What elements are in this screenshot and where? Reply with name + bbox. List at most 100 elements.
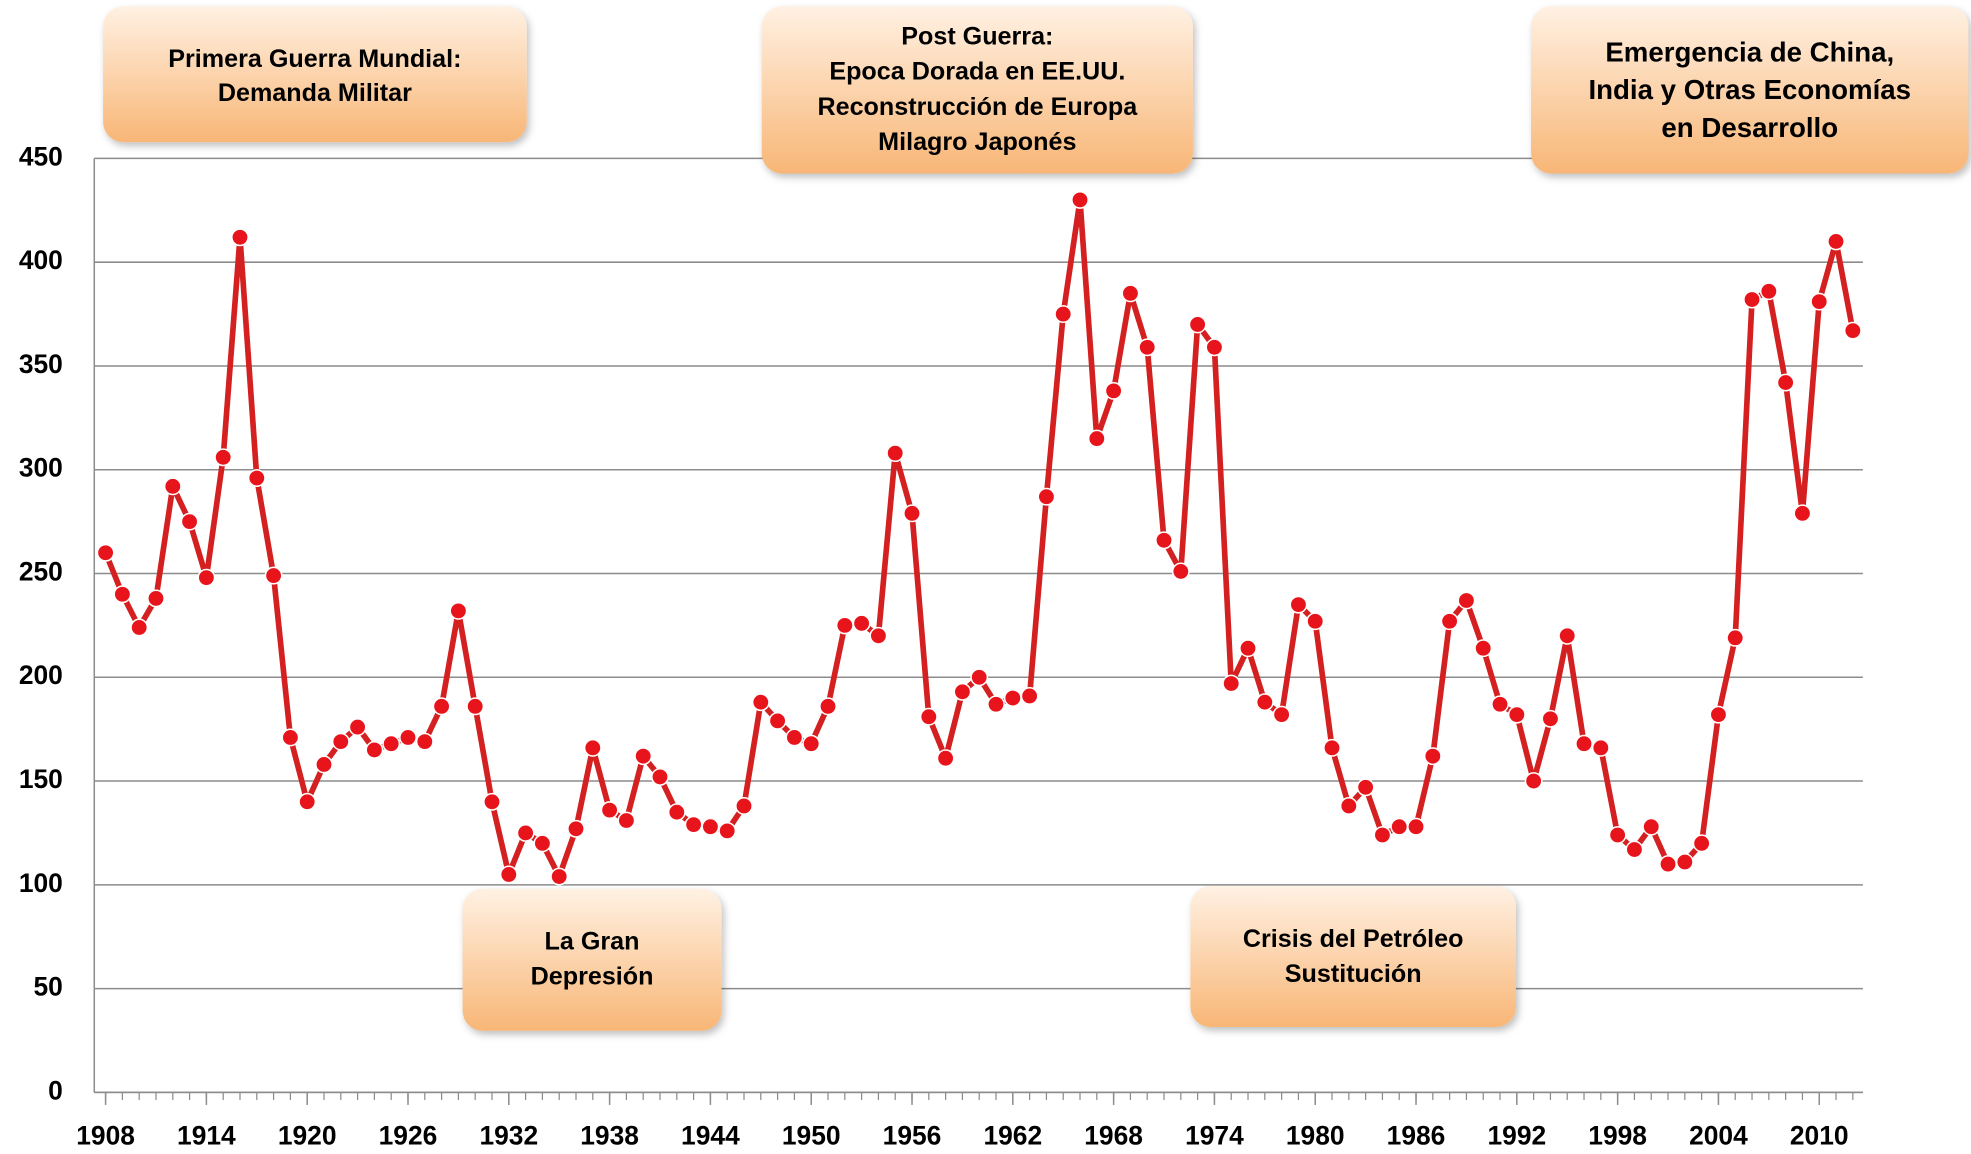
data-point [869, 626, 888, 645]
data-point [1390, 817, 1409, 836]
data-point [1121, 284, 1140, 303]
data-point [1171, 562, 1190, 581]
data-point [718, 821, 737, 840]
y-tick-label: 350 [19, 349, 63, 379]
data-point [1423, 747, 1442, 766]
data-point [1306, 612, 1325, 631]
annotation-text: Reconstrucción de Europa [817, 93, 1138, 121]
data-point [1407, 817, 1425, 836]
y-tick-label: 150 [19, 764, 63, 794]
data-point [331, 732, 350, 751]
annotation-text: Primera Guerra Mundial: [168, 45, 461, 73]
annotation: Primera Guerra Mundial: Demanda Militar [103, 6, 527, 143]
annotation-text: India y Otras Economías [1588, 74, 1911, 105]
data-point [1071, 190, 1089, 209]
data-point [1642, 817, 1661, 836]
annotation-text: Sustitución [1285, 960, 1422, 988]
data-point [483, 792, 501, 811]
data-point [953, 682, 972, 701]
data-point [1003, 689, 1022, 707]
data-point [1474, 639, 1493, 658]
data-point [247, 469, 266, 487]
data-point [835, 616, 854, 635]
annotation-text: La Gran [545, 927, 640, 955]
data-point [567, 819, 585, 838]
annotation-text: Crisis del Petróleo [1243, 925, 1464, 953]
data-point [1373, 826, 1392, 844]
data-point [1776, 373, 1795, 392]
data-point [1255, 693, 1274, 712]
data-line [102, 197, 1856, 880]
annotation-box [761, 6, 1193, 174]
data-point [667, 803, 686, 822]
data-point [1020, 687, 1039, 705]
data-point [1743, 290, 1761, 309]
annotation-text: Demanda Militar [218, 79, 412, 107]
data-point [1104, 381, 1123, 400]
data-point [852, 614, 871, 633]
annotation-box [1190, 886, 1516, 1028]
data-point [449, 601, 468, 620]
data-point [231, 228, 249, 247]
x-tick-label: 1908 [76, 1121, 135, 1151]
data-point [365, 740, 384, 759]
data-point [432, 697, 451, 716]
data-point [180, 512, 199, 531]
y-tick-label: 100 [19, 868, 63, 898]
data-point [281, 728, 300, 747]
data-point [1659, 855, 1677, 873]
data-point [684, 815, 703, 834]
data-point [936, 749, 955, 768]
annotation-text: Emergencia de China, [1605, 36, 1894, 67]
data-point [1138, 338, 1157, 357]
annotation-text: Epoca Dorada en EE.UU. [829, 58, 1125, 86]
data-point [1440, 612, 1459, 631]
data-point [903, 504, 921, 523]
data-point [1323, 738, 1341, 757]
data-point [96, 543, 115, 562]
data-point [1793, 504, 1812, 523]
data-point [382, 734, 401, 753]
data-point [197, 568, 216, 587]
data-point [348, 718, 367, 737]
data-point [1289, 595, 1308, 614]
y-tick-label: 250 [19, 556, 63, 586]
data-point [751, 693, 770, 712]
data-point [1575, 734, 1593, 753]
y-tick-label: 300 [19, 453, 63, 483]
data-point [1272, 705, 1291, 724]
x-tick-label: 1980 [1286, 1121, 1345, 1151]
data-point [1827, 232, 1845, 251]
data-point [264, 566, 283, 585]
x-tick-label: 1938 [580, 1121, 639, 1151]
x-tick-label: 1914 [177, 1121, 236, 1151]
data-point [970, 668, 989, 687]
data-point [1524, 772, 1543, 790]
data-point [533, 834, 552, 853]
annotation-box [1531, 6, 1969, 174]
data-point [1037, 487, 1056, 506]
data-point [1558, 626, 1577, 645]
x-tick-label: 1926 [379, 1121, 438, 1151]
x-tick-label: 1992 [1487, 1121, 1546, 1151]
data-point [214, 448, 233, 467]
data-point [1087, 429, 1106, 448]
annotation: Emergencia de China, India y Otras Econom… [1531, 6, 1969, 174]
data-point [1054, 305, 1073, 323]
data-point [1810, 292, 1829, 311]
annotation-box [462, 888, 722, 1031]
data-point [1155, 531, 1173, 550]
data-point [315, 755, 333, 774]
data-point [701, 817, 720, 836]
x-tick-label: 2010 [1790, 1121, 1849, 1151]
data-point [1205, 338, 1224, 357]
data-point [499, 865, 518, 884]
data-point [516, 824, 535, 842]
data-point [130, 618, 149, 637]
data-point [1608, 826, 1627, 844]
x-tick-label: 1998 [1588, 1121, 1647, 1151]
annotation-text: Milagro Japonés [878, 128, 1076, 156]
x-tick-label: 1932 [479, 1121, 538, 1151]
data-point [550, 867, 569, 886]
data-point [583, 738, 602, 757]
